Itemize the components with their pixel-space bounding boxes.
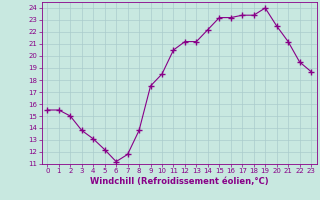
X-axis label: Windchill (Refroidissement éolien,°C): Windchill (Refroidissement éolien,°C)	[90, 177, 268, 186]
